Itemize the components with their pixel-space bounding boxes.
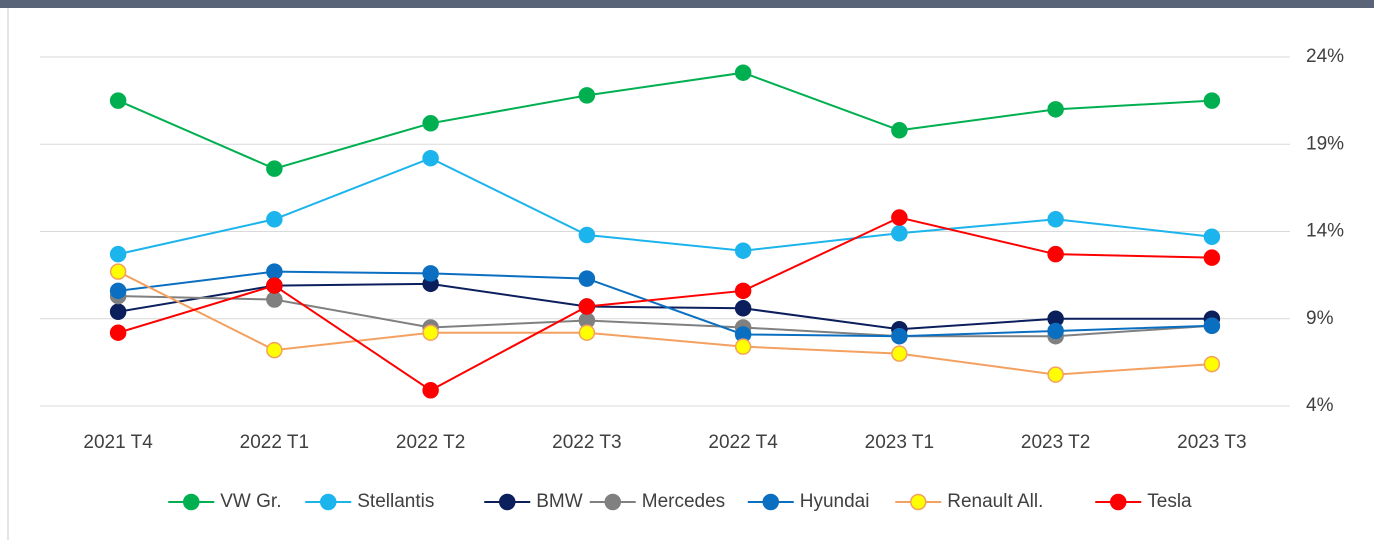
data-point xyxy=(1203,228,1221,245)
data-point xyxy=(109,303,127,321)
legend-label: Stellantis xyxy=(357,491,434,512)
data-point xyxy=(422,149,439,167)
data-point xyxy=(891,209,908,226)
data-point xyxy=(109,263,127,280)
legend-marker xyxy=(183,493,200,511)
data-point xyxy=(266,341,283,359)
data-point xyxy=(734,242,752,259)
data-point xyxy=(734,338,752,355)
legend-marker xyxy=(499,493,516,511)
series-line xyxy=(117,157,1212,256)
data-point xyxy=(266,277,283,294)
legend-label: Renault All. xyxy=(947,491,1043,512)
data-point xyxy=(109,282,127,300)
data-point xyxy=(109,92,127,109)
data-point xyxy=(891,327,908,345)
data-point xyxy=(422,324,439,341)
data-point xyxy=(109,324,127,341)
legend-marker xyxy=(1110,493,1127,511)
legend-label: BMW xyxy=(536,491,583,512)
data-point xyxy=(734,300,752,317)
series-line xyxy=(118,270,1212,338)
data-point xyxy=(1047,366,1064,383)
data-point xyxy=(578,226,596,244)
data-point xyxy=(266,291,283,308)
x-tick-label: 2023 T1 xyxy=(865,432,934,453)
legend-marker xyxy=(910,493,927,511)
data-point xyxy=(1047,211,1064,228)
y-tick-label: 24% xyxy=(1306,46,1344,67)
data-point xyxy=(1203,249,1221,266)
y-tick-label: 4% xyxy=(1306,395,1334,416)
series-line xyxy=(117,216,1212,392)
data-point xyxy=(734,64,752,81)
data-point xyxy=(109,245,127,263)
data-point xyxy=(891,122,908,139)
data-point xyxy=(422,115,439,132)
data-point xyxy=(578,270,596,287)
x-tick-label: 2022 T4 xyxy=(708,432,778,453)
data-point xyxy=(891,345,908,362)
y-tick-label: 9% xyxy=(1306,308,1334,329)
legend-label: Mercedes xyxy=(642,491,725,512)
y-tick-label: 14% xyxy=(1306,221,1344,242)
data-point xyxy=(734,282,752,300)
legend-marker xyxy=(320,493,337,511)
data-point xyxy=(891,224,908,242)
data-point xyxy=(422,265,439,282)
x-tick-label: 2023 T2 xyxy=(1021,432,1090,453)
legend-label: Tesla xyxy=(1147,491,1192,512)
data-point xyxy=(1047,101,1064,118)
data-point xyxy=(1047,322,1064,340)
y-tick-label: 19% xyxy=(1306,133,1344,154)
data-point xyxy=(266,211,283,228)
x-tick-label: 2022 T3 xyxy=(552,432,621,453)
header-bar xyxy=(0,0,1374,8)
series-line xyxy=(117,71,1212,170)
x-tick-label: 2022 T1 xyxy=(240,432,309,453)
series-line xyxy=(117,270,1212,376)
x-tick-label: 2023 T3 xyxy=(1177,432,1246,453)
data-point xyxy=(422,382,439,399)
legend-marker xyxy=(762,493,779,511)
x-tick-label: 2021 T4 xyxy=(83,432,153,453)
data-point xyxy=(1047,245,1064,263)
data-point xyxy=(266,160,283,177)
x-tick-label: 2022 T2 xyxy=(396,432,465,453)
data-point xyxy=(266,263,283,280)
data-point xyxy=(1203,92,1221,109)
data-point xyxy=(1203,317,1221,334)
data-point xyxy=(578,87,596,104)
data-point xyxy=(578,324,596,341)
legend-label: VW Gr. xyxy=(220,491,281,512)
data-point xyxy=(578,298,596,315)
data-point xyxy=(1203,355,1221,373)
legend-label: Hyundai xyxy=(800,491,870,512)
legend-marker xyxy=(604,493,621,511)
